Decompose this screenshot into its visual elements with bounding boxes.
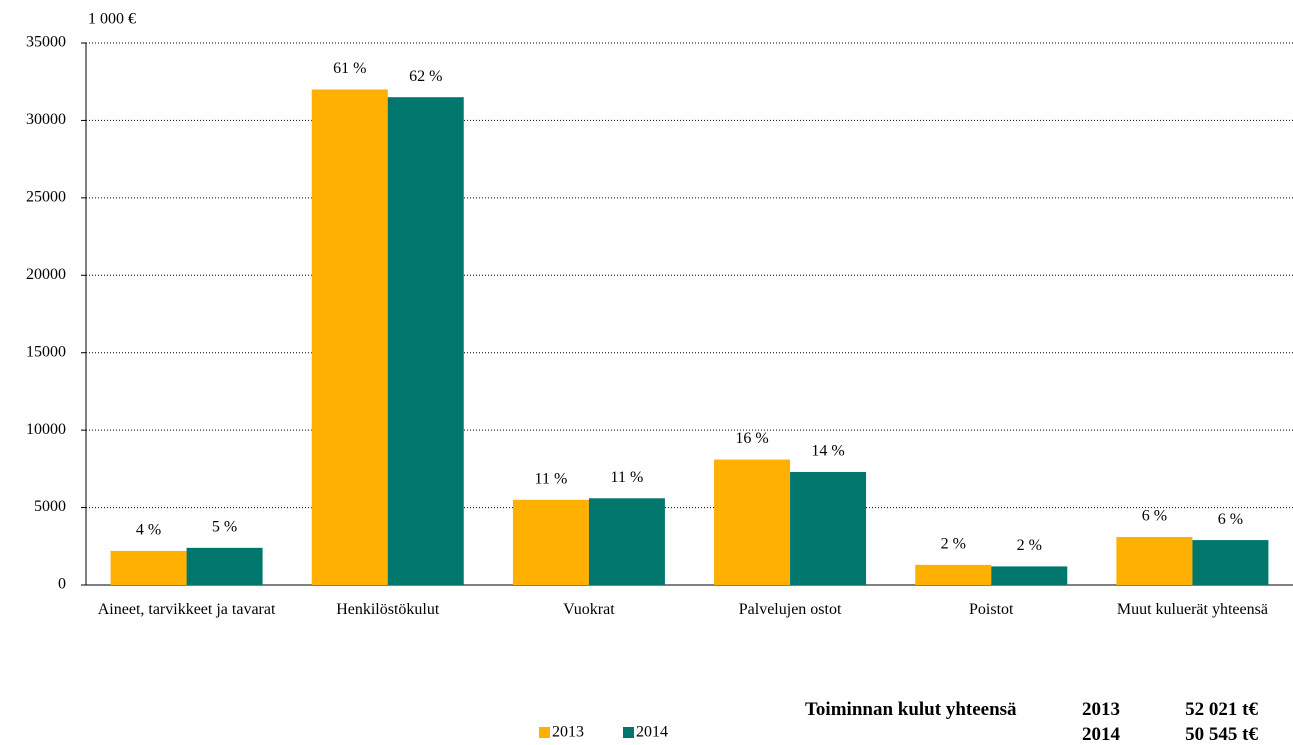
y-tick-label: 25000 — [26, 189, 66, 206]
bar — [1192, 540, 1269, 585]
x-tick-label: Vuokrat — [563, 601, 615, 618]
share-label: 2 % — [941, 536, 966, 553]
bar — [915, 564, 992, 585]
bar — [714, 459, 791, 585]
y-tick-label: 15000 — [26, 343, 66, 360]
bar — [991, 566, 1068, 585]
y-tick-label: 20000 — [26, 266, 66, 283]
bar — [387, 97, 464, 585]
bar — [790, 471, 867, 585]
y-tick-label: 5000 — [34, 498, 66, 515]
share-label: 62 % — [409, 68, 442, 85]
bar — [512, 499, 589, 585]
legend-label: 2014 — [636, 724, 668, 741]
share-label: 11 % — [611, 469, 644, 486]
share-label: 11 % — [535, 471, 568, 488]
bar — [186, 547, 263, 585]
x-tick-label: Henkilöstökulut — [336, 601, 440, 618]
share-label: 6 % — [1142, 508, 1167, 525]
share-label: 16 % — [735, 430, 768, 447]
share-label: 6 % — [1218, 511, 1243, 528]
bar — [1116, 536, 1193, 585]
x-tick-label: Poistot — [969, 601, 1014, 618]
share-label: 61 % — [333, 60, 366, 77]
x-tick-label: Muut kuluerät yhteensä — [1116, 601, 1268, 618]
share-label: 4 % — [136, 522, 161, 539]
totals-amount: 50 545 t€ — [1185, 724, 1258, 745]
legend-swatch — [539, 727, 550, 738]
y-tick-label: 0 — [58, 576, 66, 593]
y-tick-label: 10000 — [26, 421, 66, 438]
bar — [588, 498, 665, 585]
y-tick-label: 30000 — [26, 111, 66, 128]
share-label: 14 % — [811, 443, 844, 460]
x-tick-label: Aineet, tarvikkeet ja tavarat — [97, 601, 276, 618]
totals-amount: 52 021 t€ — [1185, 699, 1258, 720]
y-axis-unit: 1 000 € — [88, 11, 136, 28]
totals-title: Toiminnan kulut yhteensä — [805, 699, 1017, 720]
totals-year: 2013 — [1082, 699, 1120, 720]
bar — [110, 550, 187, 585]
share-label: 2 % — [1017, 537, 1042, 554]
bar — [311, 89, 388, 585]
share-label: 5 % — [212, 519, 237, 536]
x-tick-label: Palvelujen ostot — [738, 601, 842, 618]
legend-label: 2013 — [552, 724, 584, 741]
totals-year: 2014 — [1082, 724, 1120, 745]
y-tick-label: 35000 — [26, 34, 66, 51]
legend-swatch — [623, 727, 634, 738]
